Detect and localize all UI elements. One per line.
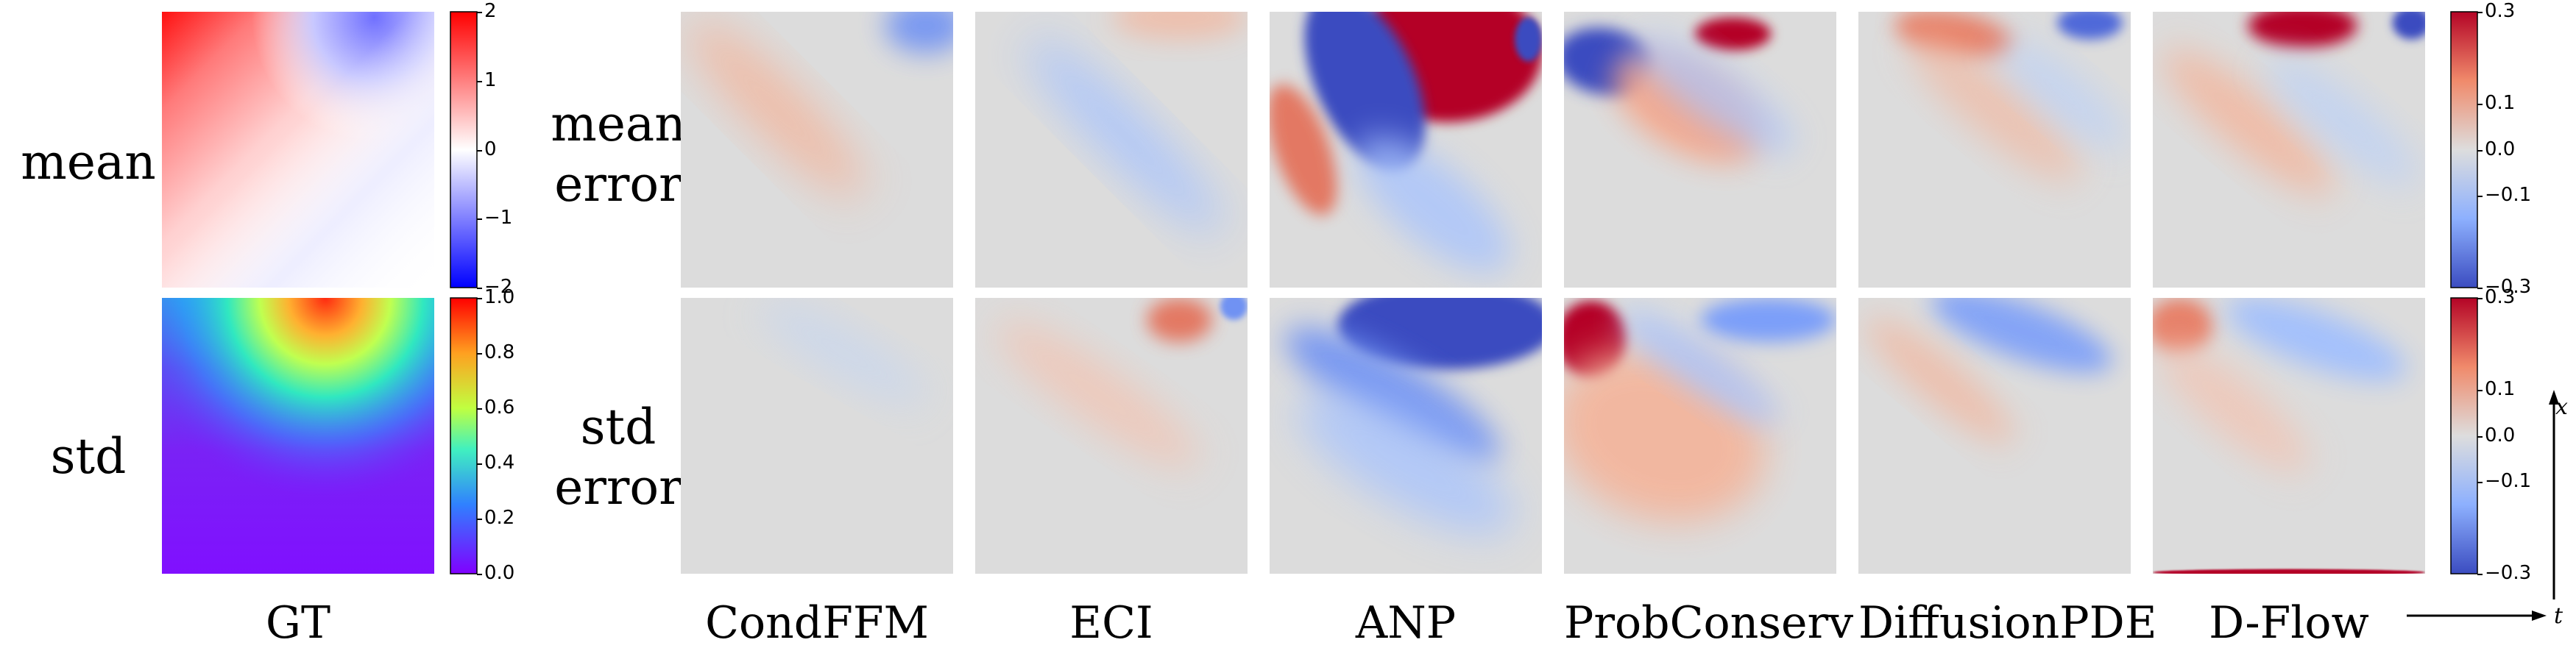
x-axis-label: x bbox=[2555, 394, 2568, 420]
mean-error-colorbar-tick-mark bbox=[2477, 288, 2483, 289]
std-error-panel-probconserv bbox=[1564, 298, 1836, 574]
gt-std-colorbar bbox=[450, 297, 478, 574]
std-error-colorbar bbox=[2450, 297, 2478, 574]
axis-arrows bbox=[2407, 390, 2559, 621]
col-label-gt: GT bbox=[266, 597, 330, 649]
gt-mean-panel bbox=[162, 12, 434, 288]
gt-std-colorbar-tick-mark bbox=[477, 519, 482, 520]
mean-error-colorbar-tick-mark bbox=[2477, 149, 2483, 152]
gt-std-colorbar-tick: 0.4 bbox=[484, 452, 515, 474]
row-label-mean: mean bbox=[21, 134, 156, 191]
gt-std-colorbar-tick: 0.8 bbox=[484, 341, 515, 363]
col-label-diffusionpde: DiffusionPDE bbox=[1858, 597, 2157, 649]
t-axis-label: t bbox=[2554, 603, 2563, 629]
mean-error-colorbar-tick: −0.1 bbox=[2485, 184, 2532, 206]
row-label-mean-error-line-2: error bbox=[554, 156, 682, 213]
gt-std-colorbar-tick: 0.2 bbox=[484, 507, 515, 529]
gt-mean-colorbar-tick-mark bbox=[477, 80, 482, 82]
std-error-colorbar-tick: 0.1 bbox=[2485, 378, 2516, 400]
col-label-d-flow: D-Flow bbox=[2209, 597, 2369, 649]
gt-mean-colorbar-tick: 2 bbox=[484, 0, 497, 22]
gt-std-colorbar-tick-mark bbox=[477, 408, 482, 410]
row-label-mean-error-line-1: mean bbox=[551, 96, 686, 152]
std-error-panel-d-flow bbox=[2153, 298, 2425, 574]
row-label-std-error-line: std error bbox=[530, 397, 707, 518]
mean-error-colorbar-tick: 0.3 bbox=[2485, 0, 2516, 22]
row-label-mean-error: mean error bbox=[530, 94, 707, 215]
std-error-colorbar-tick: 0.3 bbox=[2485, 286, 2516, 308]
row-label-mean-error-line: mean error bbox=[530, 94, 707, 215]
gt-std-colorbar-tick: 0.6 bbox=[484, 396, 515, 419]
mean-error-panel-eci bbox=[975, 12, 1248, 288]
mean-error-colorbar-tick-mark bbox=[2477, 12, 2483, 13]
col-label-eci: ECI bbox=[1069, 597, 1153, 649]
gt-std-colorbar-tick-mark bbox=[477, 298, 482, 299]
std-error-panel-condffm bbox=[681, 298, 953, 574]
mean-error-panel-anp bbox=[1270, 12, 1542, 288]
gt-mean-colorbar-tick: −2 bbox=[484, 276, 513, 298]
col-label-condffm: CondFFM bbox=[705, 597, 929, 649]
std-error-panel-eci bbox=[975, 298, 1248, 574]
std-error-colorbar-tick-mark bbox=[2477, 574, 2483, 575]
gt-mean-colorbar-tick-mark bbox=[477, 218, 482, 221]
col-label-probconserv: ProbConserv bbox=[1564, 597, 1854, 649]
mean-error-panel-d-flow bbox=[2153, 12, 2425, 288]
gt-mean-colorbar-tick-mark bbox=[477, 149, 482, 152]
gt-std-colorbar-tick: 1.0 bbox=[484, 286, 515, 308]
mean-error-colorbar-tick: −0.3 bbox=[2485, 276, 2532, 298]
gt-mean-colorbar-tick: −1 bbox=[484, 207, 513, 229]
std-error-colorbar-tick-mark bbox=[2477, 298, 2483, 299]
mean-error-colorbar-tick-mark bbox=[2477, 196, 2483, 197]
std-error-panel-diffusionpde bbox=[1858, 298, 2131, 574]
gt-std-colorbar-tick-mark bbox=[477, 574, 482, 575]
gt-std-colorbar-tick-mark bbox=[477, 463, 482, 465]
std-error-colorbar-tick-mark bbox=[2477, 435, 2483, 438]
gt-mean-colorbar-tick-mark bbox=[477, 288, 482, 289]
std-error-colorbar-tick: −0.1 bbox=[2485, 470, 2532, 492]
row-label-std-error-line-2: error bbox=[554, 459, 682, 516]
row-label-std-error: std error bbox=[530, 397, 707, 518]
mean-error-panel-probconserv bbox=[1564, 12, 1836, 288]
mean-error-colorbar-tick: 0.0 bbox=[2485, 138, 2516, 160]
gt-mean-colorbar bbox=[450, 11, 478, 288]
mean-error-panel-diffusionpde bbox=[1858, 12, 2131, 288]
std-error-colorbar-tick-mark bbox=[2477, 390, 2483, 391]
std-error-panel-anp bbox=[1270, 298, 1542, 574]
mean-error-colorbar-tick: 0.1 bbox=[2485, 92, 2516, 114]
gt-std-colorbar-tick-mark bbox=[477, 353, 482, 355]
gt-mean-colorbar-tick: 1 bbox=[484, 68, 497, 91]
row-label-std: std bbox=[50, 428, 127, 485]
gt-std-colorbar-tick: 0.0 bbox=[484, 562, 515, 584]
std-error-colorbar-tick: −0.3 bbox=[2485, 562, 2532, 584]
gt-mean-colorbar-tick-mark bbox=[477, 12, 482, 13]
col-label-anp: ANP bbox=[1355, 597, 1457, 649]
mean-error-colorbar-tick-mark bbox=[2477, 104, 2483, 105]
mean-error-panel-condffm bbox=[681, 12, 953, 288]
mean-error-colorbar bbox=[2450, 11, 2478, 288]
std-error-colorbar-tick-mark bbox=[2477, 482, 2483, 483]
gt-std-panel bbox=[162, 298, 434, 574]
gt-mean-colorbar-tick: 0 bbox=[484, 138, 497, 160]
std-error-colorbar-tick: 0.0 bbox=[2485, 424, 2516, 446]
row-label-std-error-line-1: std bbox=[580, 399, 657, 455]
